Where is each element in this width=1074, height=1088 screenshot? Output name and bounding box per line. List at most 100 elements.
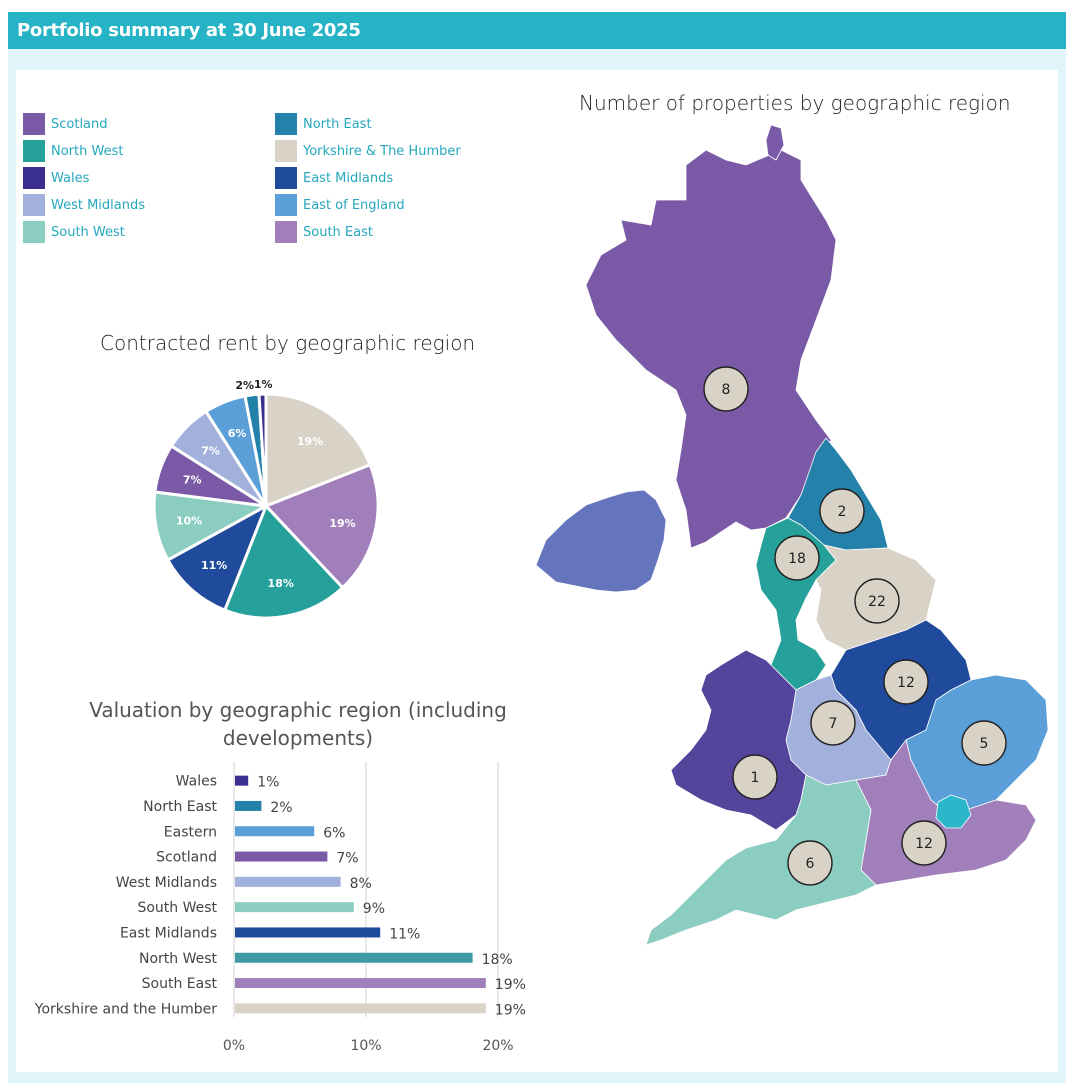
region-count-label: 12 xyxy=(915,836,933,852)
bar-value-label: 19% xyxy=(495,977,526,993)
pie-slice xyxy=(222,503,345,620)
region-count-badge xyxy=(703,366,749,412)
map-region-south-west xyxy=(645,774,877,946)
region-count-label: 22 xyxy=(868,594,886,610)
y-category-label: West Midlands xyxy=(116,875,217,891)
region-count-badge xyxy=(732,754,778,800)
legend-label: West Midlands xyxy=(51,198,146,213)
bar-chart: 0% 10% 20% Wales 1% North East 2% Eastern 6% Scot… xyxy=(34,762,526,1054)
uk-map: 8 2 18 22 12 7 5 1 12 6 xyxy=(535,124,1049,946)
y-category-label: North West xyxy=(139,951,218,967)
legend-swatch xyxy=(275,113,297,135)
bar xyxy=(235,826,315,837)
bar-value-label: 19% xyxy=(495,1002,526,1018)
legend-label: East of England xyxy=(303,198,405,213)
legend-swatch xyxy=(23,221,45,243)
legend-label: South East xyxy=(303,225,373,240)
legend-swatch xyxy=(275,221,297,243)
bar xyxy=(235,851,328,862)
map-region-shetland xyxy=(765,124,785,161)
legend-label: North East xyxy=(303,117,372,132)
region-count-label: 6 xyxy=(806,856,815,872)
page-title: Portfolio summary at 30 June 2025 xyxy=(17,20,361,41)
y-category-label: Yorkshire and the Humber xyxy=(34,1001,217,1017)
region-count-badge xyxy=(819,488,865,534)
pie-slice-label: 1% xyxy=(254,378,273,391)
bar xyxy=(235,952,473,963)
pie-slice xyxy=(263,462,380,590)
region-count-badge xyxy=(961,720,1007,766)
bar-value-label: 11% xyxy=(389,926,420,942)
pie-chart-title: Contracted rent by geographic region xyxy=(100,331,476,355)
legend-swatch xyxy=(275,140,297,162)
legend-label: South West xyxy=(51,225,125,240)
legend-swatch xyxy=(23,113,45,135)
bar-value-label: 9% xyxy=(363,901,385,917)
bar xyxy=(235,876,341,887)
bar xyxy=(235,800,262,811)
bar-value-label: 18% xyxy=(482,952,513,968)
region-count-badge xyxy=(810,700,856,746)
region-count-label: 5 xyxy=(980,736,989,752)
legend-swatch xyxy=(275,194,297,216)
legend-label: East Midlands xyxy=(303,171,394,186)
pie-slice-label: 11% xyxy=(201,559,227,572)
pie-slice-label: 6% xyxy=(228,427,247,440)
pie-slice-label: 7% xyxy=(183,473,202,486)
y-category-label: Wales xyxy=(176,774,217,790)
legend-swatch xyxy=(23,140,45,162)
bar-value-label: 2% xyxy=(270,800,292,816)
map-region-northern-ireland xyxy=(535,489,667,593)
pie-slice xyxy=(264,392,373,509)
x-tick-label: 0% xyxy=(223,1038,245,1054)
x-tick-label: 20% xyxy=(482,1038,513,1054)
region-count-badge xyxy=(883,659,929,705)
region-count-label: 12 xyxy=(897,675,915,691)
pie-slice-label: 18% xyxy=(268,577,294,590)
legend-label: North West xyxy=(51,144,124,159)
bar xyxy=(235,978,486,989)
bar-value-label: 8% xyxy=(350,876,372,892)
y-category-label: South East xyxy=(142,976,218,992)
bar-chart-title: Valuation by geographic region (includin… xyxy=(89,698,507,750)
region-count-badge xyxy=(774,535,820,581)
pie-slice-label: 7% xyxy=(201,445,220,458)
map-region-london xyxy=(935,794,972,829)
y-category-label: Scotland xyxy=(156,850,217,866)
legend-swatch xyxy=(275,167,297,189)
y-category-label: South West xyxy=(137,900,217,916)
bar xyxy=(235,927,381,938)
y-category-label: Eastern xyxy=(164,824,217,840)
legend-label: Yorkshire & The Humber xyxy=(303,144,461,159)
pie-chart: 19% 19% 18% 11% 10% 7% 7% 6% 2% 1% xyxy=(152,378,380,620)
bar xyxy=(235,902,354,913)
region-count-badge xyxy=(901,820,947,866)
region-count-label: 8 xyxy=(722,382,731,398)
map-title: Number of properties by geographic regio… xyxy=(579,91,1011,115)
bar-value-label: 1% xyxy=(257,775,279,791)
region-count-label: 7 xyxy=(829,716,838,732)
pie-slice xyxy=(257,392,268,507)
legend-swatch xyxy=(23,194,45,216)
region-count-badge xyxy=(787,840,833,886)
legend-label: Wales xyxy=(51,171,90,186)
legend-swatch xyxy=(23,167,45,189)
region-count-label: 1 xyxy=(751,770,760,786)
y-category-label: North East xyxy=(143,799,217,815)
header-banner: Portfolio summary at 30 June 2025 xyxy=(8,12,1066,49)
pie-slice-label: 2% xyxy=(235,379,254,392)
region-count-label: 18 xyxy=(788,551,806,567)
pie-slice-label: 19% xyxy=(297,435,323,448)
pie-slice-label: 10% xyxy=(176,515,202,528)
region-count-badge xyxy=(854,578,900,624)
bar-value-label: 6% xyxy=(323,825,345,841)
y-category-label: East Midlands xyxy=(120,925,217,941)
x-tick-label: 10% xyxy=(350,1038,381,1054)
pie-slice-label: 19% xyxy=(329,517,355,530)
region-count-label: 2 xyxy=(838,504,847,520)
bar xyxy=(235,1003,486,1014)
bar-value-label: 7% xyxy=(336,851,358,867)
legend-label: Scotland xyxy=(51,117,108,132)
map-region-scotland xyxy=(585,149,837,549)
bar xyxy=(235,775,249,786)
